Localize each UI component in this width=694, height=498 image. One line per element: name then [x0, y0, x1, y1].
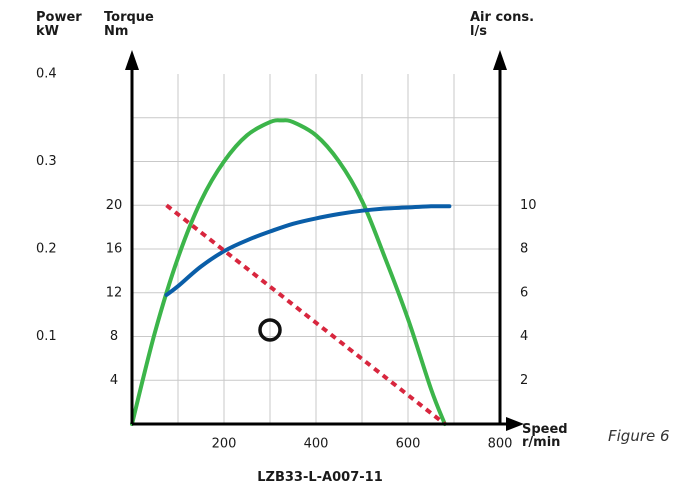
x-tick-label: 400 [304, 437, 329, 452]
x-axis-unit: r/min [522, 435, 560, 450]
gridlines [132, 74, 500, 424]
power-curve [130, 118, 447, 426]
power-axis-label: Power [36, 10, 82, 25]
power-axis-unit: kW [36, 24, 59, 39]
x-tick-label: 200 [212, 437, 237, 452]
curves [130, 118, 452, 426]
power-tick-label: 0.1 [36, 329, 57, 344]
air-tick-label: 4 [520, 329, 528, 344]
air-tick-label: 6 [520, 285, 528, 300]
power-tick-label: 0.3 [36, 154, 57, 169]
x-tick-label: 600 [396, 437, 421, 452]
torque-curve [164, 204, 452, 297]
figure-label: Figure 6 [608, 427, 670, 445]
torque-tick-label: 12 [106, 285, 123, 300]
power-tick-label: 0.2 [36, 242, 57, 257]
power-tick-label: 0.4 [36, 67, 57, 82]
x-axis-arrow [506, 417, 524, 431]
torque-tick-label: 16 [106, 242, 123, 257]
air-curve [165, 203, 447, 426]
torque-axis-unit: Nm [104, 24, 128, 39]
x-axis-label: Speed [522, 422, 568, 437]
torque-tick-label: 8 [110, 329, 118, 344]
air-tick-label: 8 [520, 242, 528, 257]
right-axis-arrow [493, 50, 507, 70]
air-tick-label: 2 [520, 373, 528, 388]
air-axis-label: Air cons. [470, 10, 534, 25]
x-tick-label: 800 [488, 437, 513, 452]
left-axis-arrow [125, 50, 139, 70]
air-tick-label: 10 [520, 198, 537, 213]
operating-point-marker [258, 318, 282, 342]
torque-tick-label: 4 [110, 373, 118, 388]
chart-code: LZB33-L-A007-11 [257, 470, 382, 485]
torque-axis-label: Torque [104, 10, 154, 25]
torque-tick-label: 20 [106, 198, 123, 213]
air-axis-unit: l/s [470, 24, 487, 39]
